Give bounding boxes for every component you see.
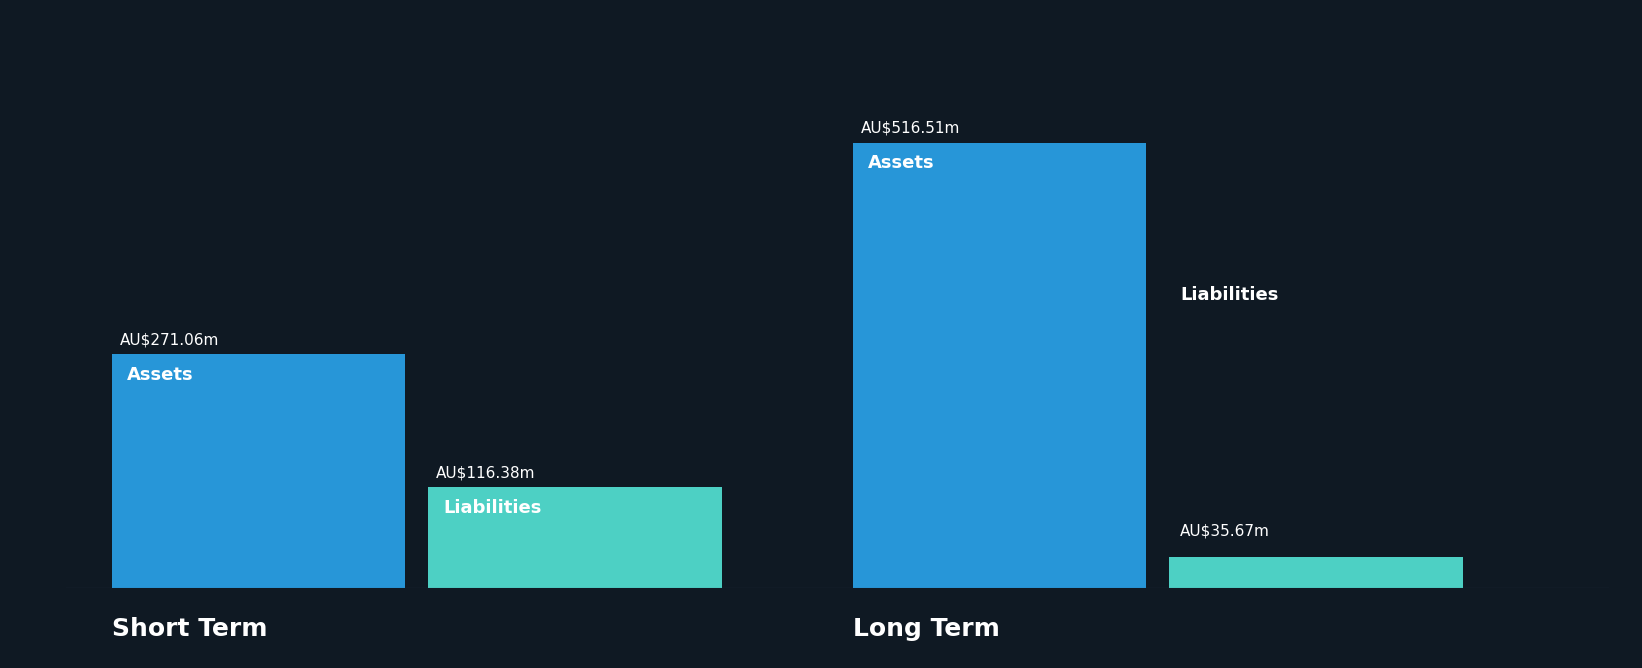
Text: Liabilities: Liabilities [443, 499, 542, 517]
Text: AU$116.38m: AU$116.38m [437, 466, 535, 480]
Text: Liabilities: Liabilities [1181, 286, 1279, 304]
Text: Short Term: Short Term [112, 617, 268, 641]
Bar [852, 142, 1146, 588]
Text: AU$271.06m: AU$271.06m [120, 332, 218, 347]
Text: Assets: Assets [126, 366, 194, 384]
Text: Assets: Assets [867, 154, 934, 172]
Text: AU$35.67m: AU$35.67m [1181, 524, 1269, 538]
Bar [112, 354, 406, 588]
Text: AU$516.51m: AU$516.51m [860, 120, 961, 136]
Bar [429, 488, 722, 588]
Text: Long Term: Long Term [852, 617, 1000, 641]
Bar [1169, 557, 1463, 588]
